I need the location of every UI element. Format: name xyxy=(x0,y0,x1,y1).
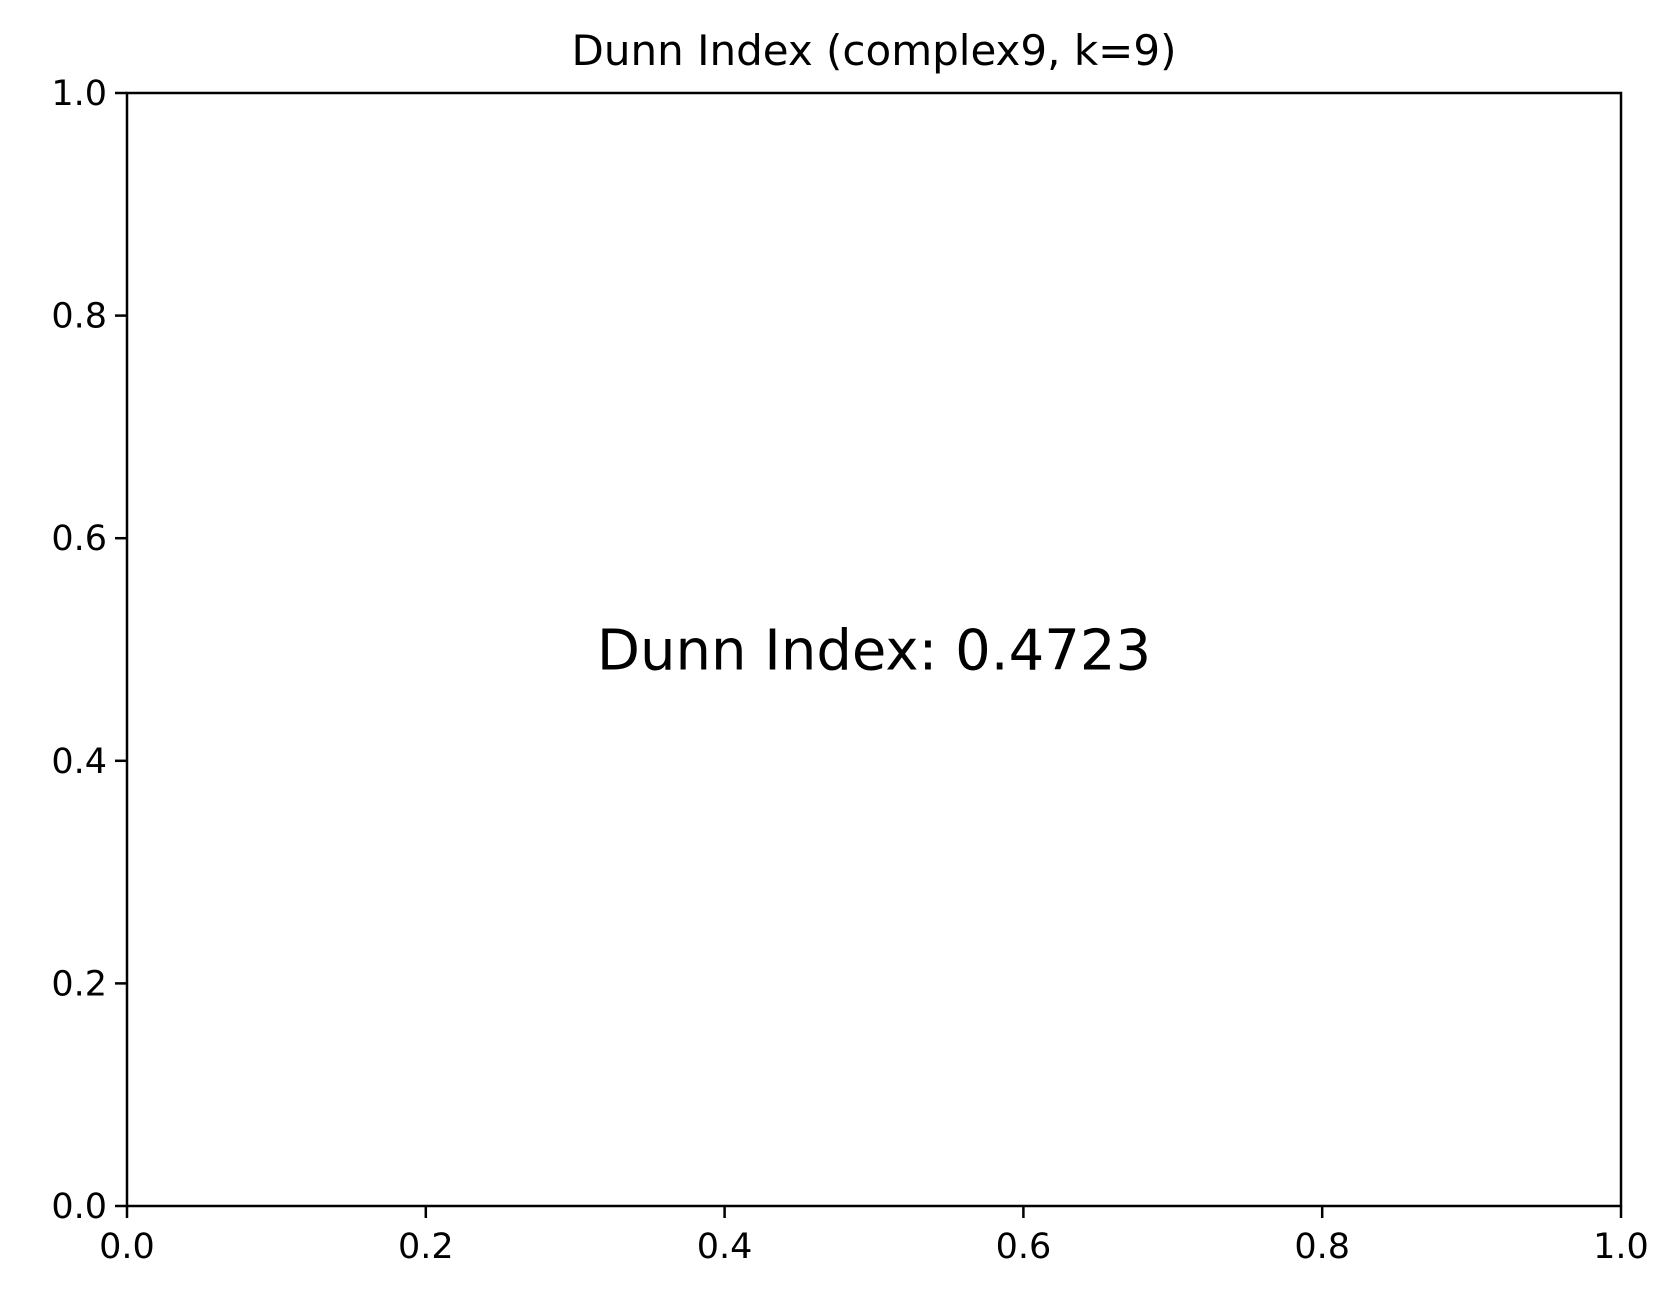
dunn-index-annotation: Dunn Index: 0.4723 xyxy=(597,619,1151,684)
y-tick-label: 0.4 xyxy=(51,742,107,782)
x-tick-label: 0.8 xyxy=(1294,1227,1350,1267)
chart-title: Dunn Index (complex9, k=9) xyxy=(572,26,1177,75)
x-tick-label: 0.6 xyxy=(996,1227,1052,1267)
x-tick-label: 0.4 xyxy=(697,1227,753,1267)
x-tick-label: 0.2 xyxy=(398,1227,454,1267)
y-tick-label: 1.0 xyxy=(51,74,107,114)
annotations-layer: Dunn Index: 0.4723 xyxy=(597,619,1151,684)
y-tick-label: 0.8 xyxy=(51,297,107,337)
y-tick-label: 0.0 xyxy=(51,1187,107,1227)
y-axis: 0.0 0.2 0.4 0.6 0.8 1.0 xyxy=(51,74,127,1227)
y-tick-label: 0.6 xyxy=(51,519,107,559)
x-tick-label: 1.0 xyxy=(1593,1227,1649,1267)
x-tick-label: 0.0 xyxy=(99,1227,155,1267)
y-tick-label: 0.2 xyxy=(51,964,107,1004)
plot-frame xyxy=(125,91,1623,1208)
x-axis: 0.0 0.2 0.4 0.6 0.8 1.0 xyxy=(99,1206,1649,1267)
